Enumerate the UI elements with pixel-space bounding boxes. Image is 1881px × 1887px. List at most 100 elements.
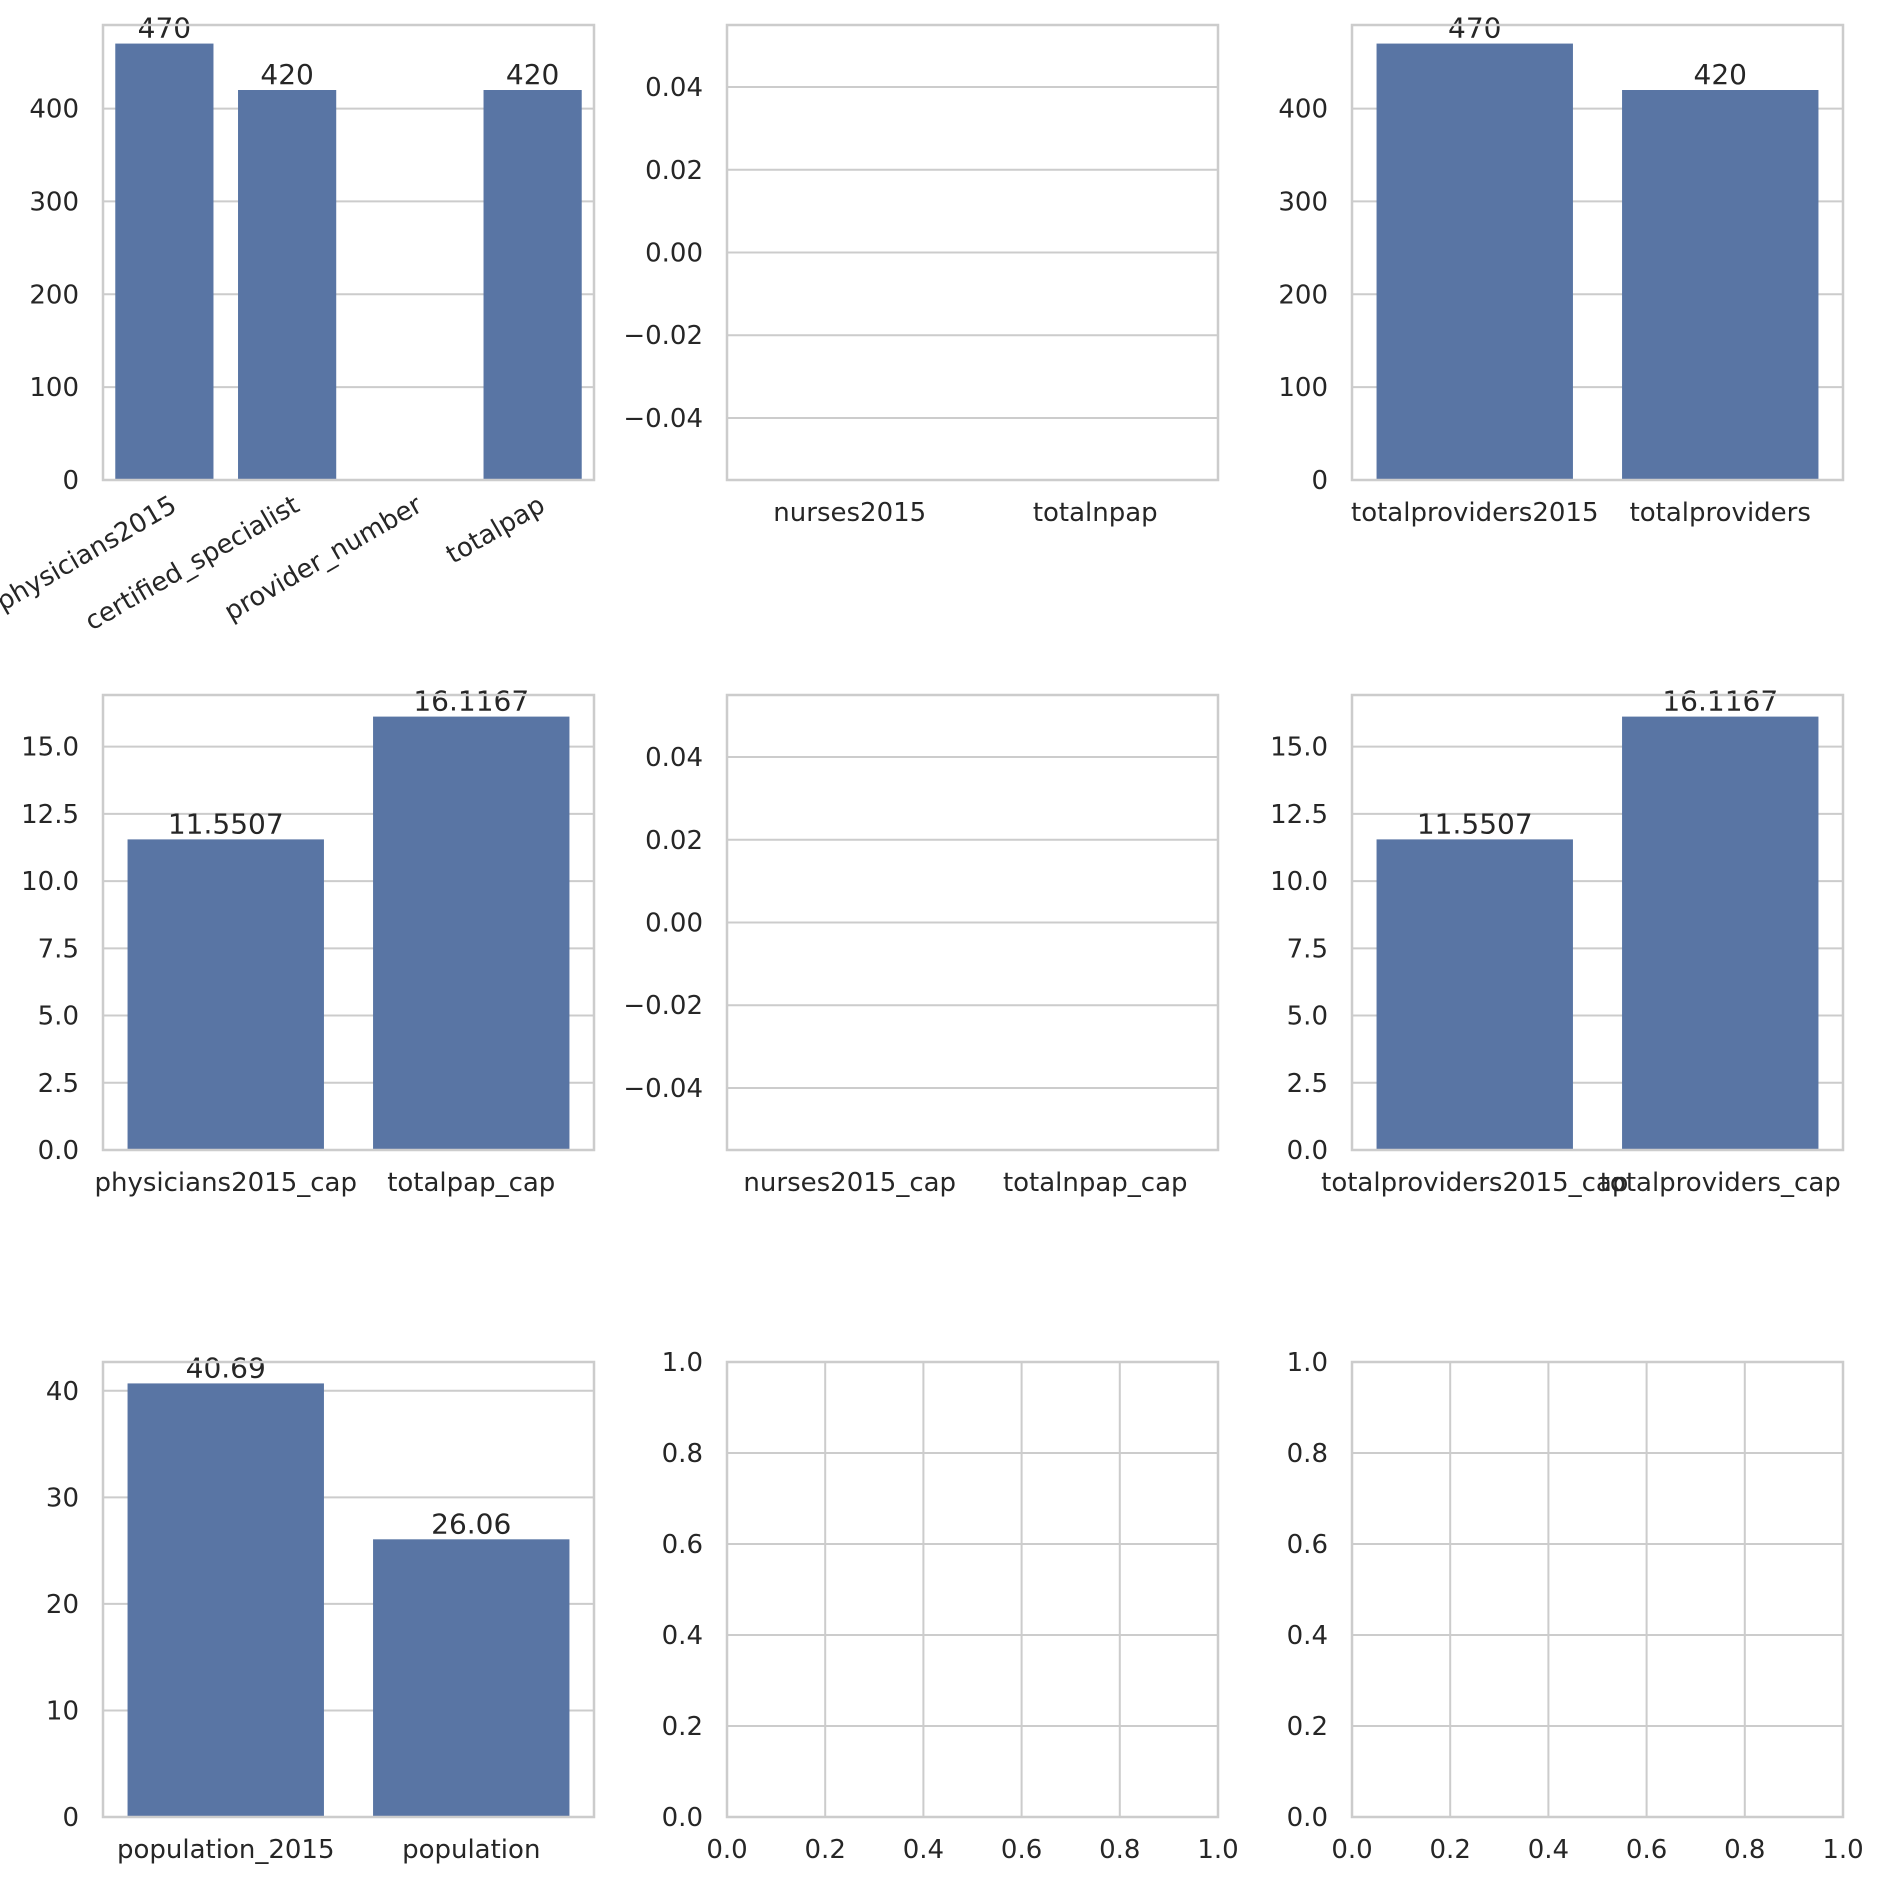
y-tick-label: 10.0 xyxy=(21,867,79,897)
y-tick-label: 0.00 xyxy=(645,909,703,939)
bar-value-label: 26.06 xyxy=(431,1507,511,1540)
bar xyxy=(115,43,214,480)
y-tick-label: 0.2 xyxy=(1287,1712,1328,1742)
y-tick-label: 0 xyxy=(62,1803,79,1833)
x-tick-label: totalproviders xyxy=(1630,498,1811,528)
y-tick-label: 0.0 xyxy=(1287,1136,1328,1166)
y-tick-label: 0.8 xyxy=(662,1439,703,1469)
y-tick-label: 7.5 xyxy=(38,934,79,964)
axes-frame xyxy=(101,1360,596,1819)
x-tick-label: 0.8 xyxy=(1724,1835,1765,1865)
y-tick-label: 0 xyxy=(62,466,79,496)
y-tick-label: 5.0 xyxy=(1287,1002,1328,1032)
x-tick-label: totalnpap xyxy=(1033,498,1158,528)
y-tick-label: 1.0 xyxy=(662,1348,703,1378)
y-tick-label: 10.0 xyxy=(1270,867,1328,897)
y-tick-label: 0.0 xyxy=(1287,1803,1328,1833)
x-tick-label: totalproviders2015_cap xyxy=(1321,1168,1628,1198)
subplot-9: 0.0 0.2 0.4 0.6 0.8 1.0 0.0 0.2 0.4 0.6 0.8 1.0 xyxy=(1287,1348,1864,1865)
bar-value-label: 420 xyxy=(260,58,313,91)
axes-frame xyxy=(1350,1360,1845,1819)
bar-value-label: 16.1167 xyxy=(1662,685,1778,718)
y-tick-label: 0 xyxy=(1311,466,1328,496)
x-tick-label: 0.2 xyxy=(1430,1835,1471,1865)
bar-value-label: 11.5507 xyxy=(168,807,284,840)
subplot-2: −0.04 −0.02 0.00 0.02 0.04 nurses2015 totalnpa… xyxy=(623,23,1220,528)
y-tick-label: −0.02 xyxy=(623,321,703,351)
y-tick-label: 0.4 xyxy=(1287,1621,1328,1651)
x-tick-label: totalproviders_cap xyxy=(1600,1168,1841,1198)
y-tick-label: 40 xyxy=(46,1377,79,1407)
bar xyxy=(127,839,324,1150)
x-tick-label: 0.2 xyxy=(805,1835,846,1865)
y-tick-label: 400 xyxy=(1278,95,1328,125)
y-tick-label: 300 xyxy=(1278,187,1328,217)
x-tick-label: totalnpap_cap xyxy=(1003,1168,1188,1198)
y-tick-label: 0.0 xyxy=(38,1136,79,1166)
y-tick-label: 0.8 xyxy=(1287,1439,1328,1469)
subplot-4: 0.0 2.5 5.0 7.5 10.0 12.5 15.0 11.5507 physician… xyxy=(21,685,596,1198)
bar xyxy=(1376,839,1573,1150)
y-tick-label: 10 xyxy=(46,1696,79,1726)
y-tick-label: 0.02 xyxy=(645,826,703,856)
x-tick-label: 1.0 xyxy=(1197,1835,1238,1865)
y-tick-label: 20 xyxy=(46,1590,79,1620)
y-tick-label: 200 xyxy=(1278,280,1328,310)
x-tick-label: 0.8 xyxy=(1099,1835,1140,1865)
y-tick-label: 15.0 xyxy=(21,733,79,763)
y-tick-label: 0.04 xyxy=(645,743,703,773)
axes-frame xyxy=(1350,693,1845,1152)
axes-frame xyxy=(101,23,596,482)
bar-value-label: 420 xyxy=(1694,58,1747,91)
y-tick-label: 1.0 xyxy=(1287,1348,1328,1378)
y-tick-label: 0.2 xyxy=(662,1712,703,1742)
x-tick-label: totalpap xyxy=(441,490,550,570)
subplot-8: 0.0 0.2 0.4 0.6 0.8 1.0 0.0 0.2 0.4 0.6 0.8 1.0 xyxy=(662,1348,1239,1865)
y-tick-label: 12.5 xyxy=(1270,800,1328,830)
bar xyxy=(373,716,570,1150)
subplot-1: 0100200300400470physicians2015420certifi… xyxy=(0,12,596,637)
y-tick-label: 0.6 xyxy=(1287,1530,1328,1560)
y-tick-label: 200 xyxy=(29,280,79,310)
subplot-7: 0 10 20 30 40 40.69 population_2015 26.06 popula… xyxy=(46,1351,596,1865)
y-tick-label: 0.02 xyxy=(645,156,703,186)
x-tick-label: population xyxy=(402,1835,540,1865)
x-tick-label: 0.6 xyxy=(1001,1835,1042,1865)
x-tick-label: 0.4 xyxy=(903,1835,944,1865)
y-tick-label: 12.5 xyxy=(21,800,79,830)
bar-value-label: 420 xyxy=(506,58,559,91)
y-tick-label: 300 xyxy=(29,187,79,217)
x-tick-label: certified_specialist xyxy=(80,490,305,637)
bar-value-label: 16.1167 xyxy=(413,685,529,718)
y-tick-label: −0.02 xyxy=(623,991,703,1021)
subplot-5: −0.04 −0.02 0.00 0.02 0.04 nurses2015_cap tota… xyxy=(623,693,1220,1198)
y-tick-label: −0.04 xyxy=(623,404,703,434)
x-tick-label: totalpap_cap xyxy=(387,1168,555,1198)
axes-frame xyxy=(725,693,1220,1152)
bar xyxy=(1622,716,1819,1150)
x-tick-label: 0.0 xyxy=(1331,1835,1372,1865)
x-tick-label: 1.0 xyxy=(1822,1835,1863,1865)
bar xyxy=(1622,90,1819,480)
x-tick-label: physicians2015_cap xyxy=(94,1168,357,1198)
x-tick-label: nurses2015 xyxy=(773,498,926,528)
axes-frame xyxy=(101,693,596,1152)
y-tick-label: 2.5 xyxy=(1287,1069,1328,1099)
bar-value-label: 470 xyxy=(1448,12,1501,45)
x-tick-label: 0.4 xyxy=(1528,1835,1569,1865)
y-tick-label: 30 xyxy=(46,1483,79,1513)
bar-value-label: 40.69 xyxy=(186,1351,266,1384)
y-tick-label: 0.00 xyxy=(645,239,703,269)
bar xyxy=(373,1539,570,1817)
x-tick-label: provider_number xyxy=(219,490,427,628)
x-tick-label: nurses2015_cap xyxy=(743,1168,956,1198)
axes-frame xyxy=(1350,23,1845,482)
subplot-6: 0.0 2.5 5.0 7.5 10.0 12.5 15.0 11.5507 totalprov… xyxy=(1270,685,1845,1198)
bar xyxy=(1376,43,1573,480)
bar xyxy=(127,1383,324,1817)
y-tick-label: 7.5 xyxy=(1287,934,1328,964)
y-tick-label: 100 xyxy=(29,373,79,403)
y-tick-label: 0.0 xyxy=(662,1803,703,1833)
axes-frame xyxy=(725,23,1220,482)
